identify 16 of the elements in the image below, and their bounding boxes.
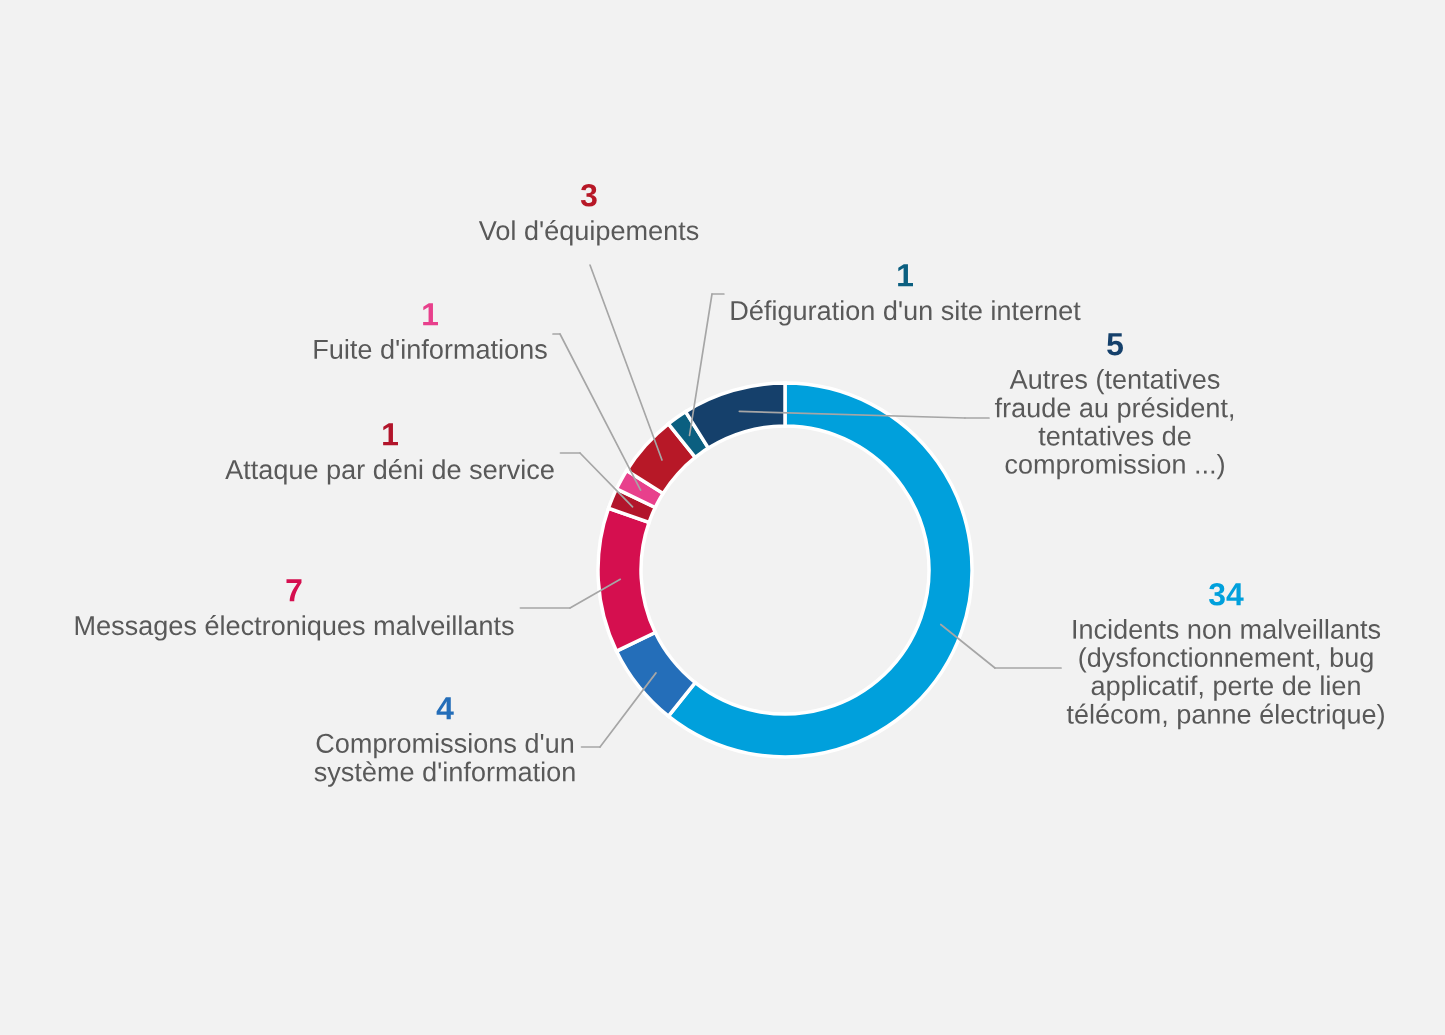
data-label: 34 xyxy=(1208,582,1244,606)
slice-label: Fuite d'informations xyxy=(314,339,547,359)
slice-label: Messages électroniques malveillants xyxy=(75,615,514,641)
data-label: 1 xyxy=(383,423,398,446)
slice-label: Défiguration d'un site internet xyxy=(731,300,1081,326)
data-label: 4 xyxy=(436,697,454,720)
data-label: 3 xyxy=(580,183,597,207)
data-label: 1 xyxy=(423,303,438,326)
data-label: 5 xyxy=(1107,333,1123,356)
slice-label: Attaque par déni de service xyxy=(225,459,554,485)
slice-label: Vol d'équipements xyxy=(478,220,699,246)
slice-label: Incidents non malveillants (dysfonctionnement, bug applicatif, perte de lien télécom, panne électrique) xyxy=(1066,619,1384,730)
data-label: 1 xyxy=(898,264,913,287)
slice-label: Compromissions d'un système d'information xyxy=(314,733,575,787)
slice-label: Autres (tentatives fraude au président, tentatives de compromission ...) xyxy=(994,369,1234,480)
data-label: 7 xyxy=(286,579,302,602)
